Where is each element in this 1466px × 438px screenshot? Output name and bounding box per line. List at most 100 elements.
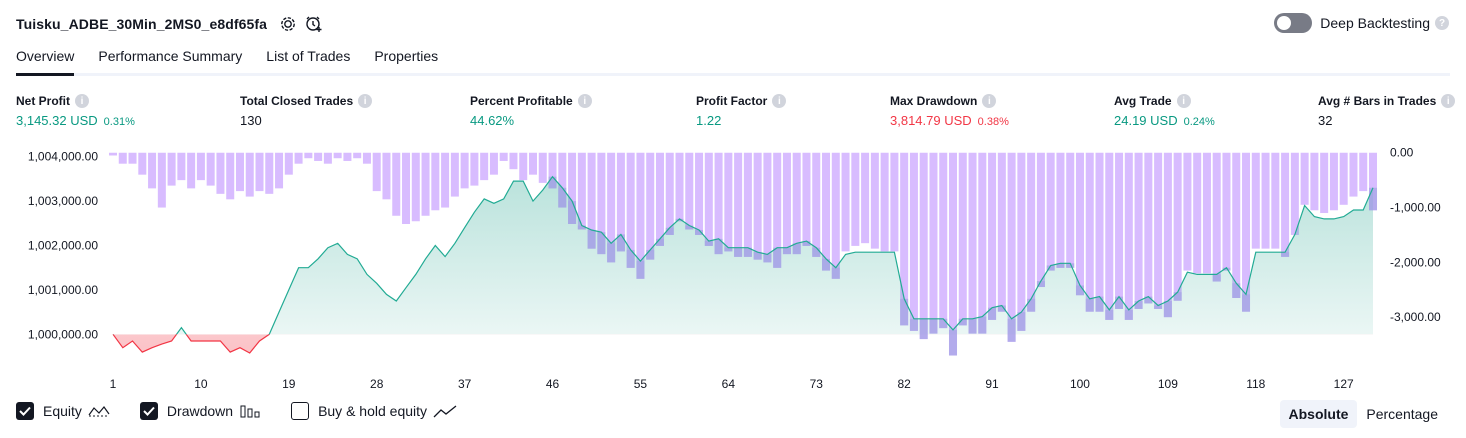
drawdown-bar <box>1144 152 1153 304</box>
tab-overview[interactable]: Overview <box>16 48 75 76</box>
drawdown-bar <box>841 152 850 252</box>
info-icon[interactable]: i <box>577 94 592 108</box>
checkbox-checked-icon[interactable] <box>16 402 34 420</box>
drawdown-bar <box>1183 152 1192 271</box>
drawdown-bar-overlap <box>1242 294 1251 312</box>
drawdown-bar-overlap <box>665 227 674 235</box>
drawdown-bar-overlap <box>1075 285 1084 296</box>
legend-equity[interactable]: Equity <box>16 402 110 420</box>
drawdown-bar <box>948 152 958 356</box>
report-tabs: Overview Performance Summary List of Tra… <box>16 48 1450 76</box>
drawdown-bar <box>1163 152 1172 318</box>
y-axis-left-tick: 1,003,000.00 <box>28 194 98 208</box>
drawdown-bar <box>362 152 371 164</box>
stat-avg-trade: Avg Trade i 24.19 USD 0.24% <box>1114 94 1215 128</box>
drawdown-bar <box>792 152 801 255</box>
legend-drawdown[interactable]: Drawdown <box>139 402 261 420</box>
drawdown-bar-overlap <box>753 252 762 260</box>
drawdown-bar <box>548 152 557 189</box>
x-axis-tick: 100 <box>1070 377 1090 391</box>
drawdown-bar-overlap <box>1144 296 1153 304</box>
settings-icon[interactable] <box>277 13 299 35</box>
drawdown-bar <box>568 152 577 224</box>
tab-performance-summary[interactable]: Performance Summary <box>98 48 243 64</box>
drawdown-bar-overlap <box>958 318 967 326</box>
drawdown-bar-overlap <box>929 318 938 334</box>
equity-area <box>113 176 1373 353</box>
drawdown-bar-overlap <box>978 316 987 334</box>
drawdown-bar <box>988 152 997 320</box>
drawdown-bar-overlap <box>1027 298 1036 312</box>
drawdown-bar <box>997 152 1006 312</box>
drawdown-bar-overlap <box>831 267 840 279</box>
drawdown-bar <box>1290 152 1299 235</box>
drawdown-bar-overlap <box>763 254 772 263</box>
drawdown-bar <box>519 152 528 181</box>
info-icon[interactable]: i <box>982 94 997 108</box>
drawdown-bar-overlap <box>1154 305 1163 309</box>
drawdown-bar-overlap <box>695 229 704 235</box>
info-icon[interactable]: ? <box>1435 16 1449 30</box>
info-icon[interactable]: i <box>75 94 89 108</box>
drawdown-bar-overlap <box>822 258 831 271</box>
drawdown-bar <box>1349 152 1358 197</box>
drawdown-bar <box>255 152 264 192</box>
drawdown-bar <box>1066 152 1075 268</box>
drawdown-bar <box>646 152 655 260</box>
info-icon[interactable]: i <box>1441 94 1456 108</box>
equity-loss-area <box>113 334 270 353</box>
drawdown-bar-overlap <box>909 318 918 331</box>
info-icon[interactable]: i <box>772 94 787 108</box>
stat-value: 130 <box>240 113 262 128</box>
drawdown-bar <box>294 152 303 164</box>
drawdown-bar-overlap <box>948 329 958 356</box>
drawdown-bar-overlap <box>548 176 557 189</box>
drawdown-bar <box>1124 152 1133 320</box>
drawdown-bar <box>822 152 831 271</box>
drawdown-bar-overlap <box>1232 283 1241 298</box>
drawdown-bar <box>1368 152 1378 211</box>
checkbox-unchecked-icon[interactable] <box>291 402 310 420</box>
drawdown-bar <box>1232 152 1241 298</box>
drawdown-bar-overlap <box>577 225 586 230</box>
drawdown-bar <box>695 152 704 235</box>
info-icon[interactable]: i <box>1176 94 1191 108</box>
drawdown-bar <box>509 152 518 170</box>
drawdown-bar <box>216 152 225 194</box>
drawdown-bar <box>1242 152 1251 312</box>
stat-label: Avg # Bars in Trades <box>1318 94 1437 108</box>
x-axis-tick: 1 <box>110 377 117 391</box>
drawdown-bar <box>265 152 274 194</box>
drawdown-bar-overlap <box>1017 312 1026 331</box>
y-axis-right-tick: 0.00 <box>1390 146 1414 160</box>
legend-label: Buy & hold equity <box>318 403 428 419</box>
tab-properties[interactable]: Properties <box>374 48 439 64</box>
info-icon[interactable]: i <box>358 94 373 108</box>
drawdown-bar-overlap <box>802 241 811 246</box>
checkbox-checked-icon[interactable] <box>139 402 158 420</box>
y-axis-left-tick: 1,001,000.00 <box>28 283 98 297</box>
tab-list-of-trades[interactable]: List of Trades <box>266 48 351 64</box>
drawdown-bar <box>489 152 498 175</box>
drawdown-bar <box>1359 152 1368 192</box>
absolute-button[interactable]: Absolute <box>1279 400 1358 428</box>
drawdown-bar <box>411 152 420 222</box>
drawdown-bar <box>685 152 694 230</box>
drawdown-bar-overlap <box>646 249 655 260</box>
legend-buy-hold-equity[interactable]: Buy & hold equity <box>291 402 457 420</box>
drawdown-bar <box>665 152 674 235</box>
drawdown-bar <box>138 152 147 175</box>
drawdown-bar <box>333 152 342 159</box>
drawdown-bar <box>753 152 762 260</box>
drawdown-bar <box>314 152 323 161</box>
x-axis-tick: 28 <box>370 377 384 391</box>
stat-value: 24.19 USD <box>1114 113 1178 128</box>
view-mode-switch: Absolute Percentage <box>1279 400 1448 428</box>
add-alert-icon[interactable] <box>303 13 325 35</box>
deep-backtesting-toggle[interactable] <box>1274 13 1313 33</box>
drawdown-bar <box>1320 152 1329 214</box>
y-axis-right-tick: -2,000.00 <box>1390 255 1441 269</box>
drawdown-bar <box>1115 152 1124 309</box>
percentage-button[interactable]: Percentage <box>1366 406 1438 422</box>
drawdown-bar <box>304 152 313 159</box>
